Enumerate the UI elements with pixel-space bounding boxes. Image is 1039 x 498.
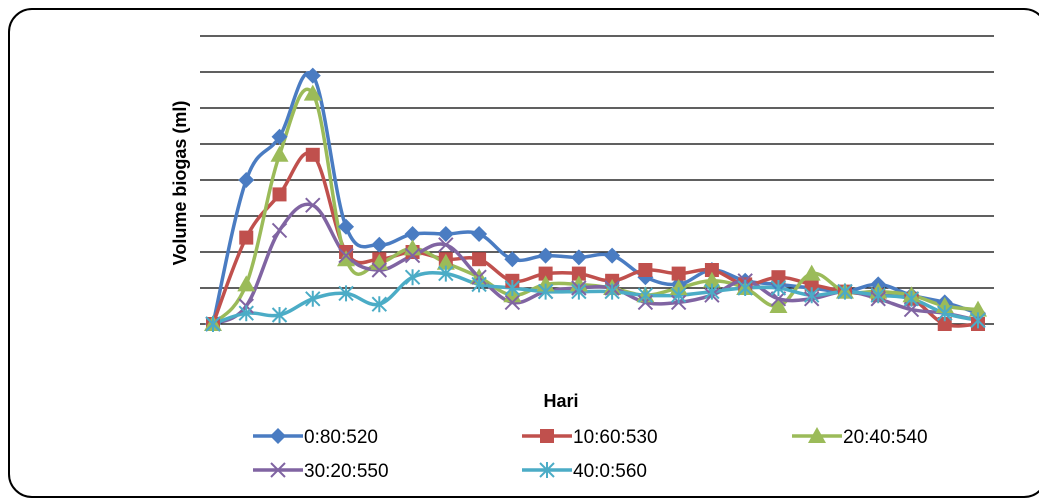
data-point-s3-7 <box>438 237 454 253</box>
data-point-s0-4 <box>338 218 355 235</box>
series-line-1 <box>211 151 979 328</box>
data-point-s4-5 <box>371 296 388 313</box>
data-point-s0-1 <box>238 172 255 188</box>
legend-marker-4 <box>539 462 555 478</box>
data-point-s4-12 <box>604 283 620 300</box>
legend: 0:80:520 10:60:530 20:40:540 30:20:550 40:0:… <box>253 427 928 482</box>
data-point-s4-2 <box>271 307 288 323</box>
data-point-s1-3 <box>305 147 320 162</box>
data-point-s4-16 <box>737 280 753 296</box>
data-point-s2-18 <box>802 264 821 281</box>
data-point-s2-4 <box>337 250 356 267</box>
data-point-s2-7 <box>436 253 455 270</box>
legend-marker-3 <box>270 462 286 478</box>
data-point-s4-8 <box>471 276 487 293</box>
data-point-s2-3 <box>303 84 322 101</box>
data-point-s1-14 <box>671 266 686 281</box>
data-point-s3-6 <box>404 247 421 264</box>
line-chart: Volume biogas (ml) Hari 0:80:520 10:60:53… <box>170 35 994 482</box>
data-point-s1-18 <box>804 277 819 292</box>
legend-label-4: 40:0:560 <box>573 461 647 482</box>
data-point-s1-13 <box>638 263 653 277</box>
data-point-s1-8 <box>472 252 487 267</box>
data-point-s3-17 <box>770 291 787 307</box>
data-point-s4-15 <box>704 283 720 300</box>
data-point-s4-22 <box>937 305 953 322</box>
data-point-s4-6 <box>404 269 421 286</box>
data-point-s4-19 <box>837 283 853 300</box>
legend-label-2: 20:40:540 <box>843 427 928 448</box>
data-point-s2-2 <box>270 145 289 162</box>
data-point-s0-10 <box>537 247 554 264</box>
y-axis-title: Volume biogas (ml) <box>170 101 190 266</box>
data-point-s0-9 <box>504 251 521 268</box>
data-point-s2-15 <box>702 271 721 288</box>
legend-label-0: 0:80:520 <box>304 427 378 448</box>
data-point-s3-4 <box>338 247 354 264</box>
data-point-s4-18 <box>803 287 820 304</box>
data-point-s4-9 <box>504 280 521 296</box>
legend-label-3: 30:20:550 <box>304 461 389 482</box>
data-point-s4-4 <box>338 285 354 302</box>
data-point-s1-17 <box>771 270 786 285</box>
data-point-s1-10 <box>538 266 553 281</box>
data-point-s3-2 <box>271 222 288 239</box>
data-point-s0-12 <box>604 247 621 264</box>
data-point-s0-11 <box>570 249 587 266</box>
data-point-s1-11 <box>571 266 586 281</box>
data-point-s0-2 <box>271 128 288 145</box>
data-point-s0-6 <box>404 226 421 242</box>
data-point-s2-1 <box>237 275 256 292</box>
data-point-s4-21 <box>903 290 920 307</box>
data-point-s4-7 <box>438 265 454 282</box>
data-point-s1-22 <box>937 317 952 331</box>
data-point-s0-8 <box>471 226 488 242</box>
data-point-s1-15 <box>704 263 719 277</box>
data-point-s4-10 <box>537 283 554 300</box>
legend-marker-0 <box>270 428 286 444</box>
data-point-s0-3 <box>304 67 321 84</box>
data-point-s0-5 <box>371 236 388 253</box>
data-point-s1-2 <box>272 187 287 202</box>
data-point-s4-11 <box>571 283 587 300</box>
legend-marker-1 <box>540 429 554 443</box>
data-point-s4-17 <box>770 280 787 296</box>
legend-label-1: 10:60:530 <box>573 427 658 448</box>
data-point-s4-14 <box>670 287 687 304</box>
series-line-4 <box>212 270 979 326</box>
x-axis-title: Hari <box>543 391 578 411</box>
data-point-s4-0 <box>205 316 221 332</box>
data-point-s4-3 <box>305 290 321 307</box>
data-point-s4-23 <box>970 312 986 329</box>
data-point-s1-1 <box>239 230 254 245</box>
data-point-s2-23 <box>969 300 987 317</box>
data-point-s3-3 <box>305 197 321 213</box>
data-point-s4-20 <box>870 287 886 304</box>
series-line-3 <box>212 202 979 326</box>
data-point-s0-7 <box>437 226 454 242</box>
legend-marker-2 <box>808 427 826 443</box>
data-point-s3-5 <box>371 262 388 278</box>
series-markers <box>204 67 987 332</box>
data-point-s3-9 <box>504 294 521 311</box>
data-point-s3-21 <box>903 301 920 318</box>
data-point-s4-13 <box>637 287 654 304</box>
data-point-s2-17 <box>769 297 788 313</box>
data-point-s4-1 <box>238 305 254 322</box>
